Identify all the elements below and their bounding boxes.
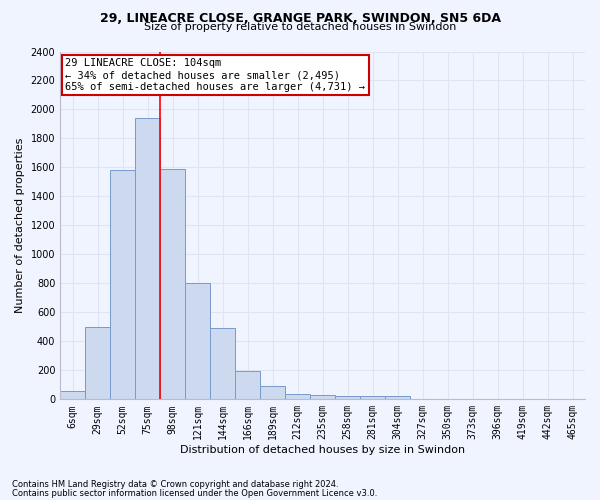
Bar: [110, 170, 135, 400]
X-axis label: Distribution of detached houses by size in Swindon: Distribution of detached houses by size …: [180, 445, 465, 455]
Bar: [235, 371, 260, 400]
Text: Contains HM Land Registry data © Crown copyright and database right 2024.: Contains HM Land Registry data © Crown c…: [12, 480, 338, 489]
Bar: [135, 118, 160, 400]
Text: 29 LINEACRE CLOSE: 104sqm
← 34% of detached houses are smaller (2,495)
65% of se: 29 LINEACRE CLOSE: 104sqm ← 34% of detac…: [65, 58, 365, 92]
Bar: [385, 396, 410, 400]
Bar: [285, 394, 310, 400]
Bar: [310, 395, 335, 400]
Text: Contains public sector information licensed under the Open Government Licence v3: Contains public sector information licen…: [12, 488, 377, 498]
Bar: [360, 396, 385, 400]
Bar: [335, 396, 360, 400]
Text: 29, LINEACRE CLOSE, GRANGE PARK, SWINDON, SN5 6DA: 29, LINEACRE CLOSE, GRANGE PARK, SWINDON…: [100, 12, 500, 26]
Bar: [210, 328, 235, 400]
Bar: [185, 284, 210, 400]
Y-axis label: Number of detached properties: Number of detached properties: [15, 138, 25, 313]
Bar: [60, 392, 85, 400]
Bar: [160, 169, 185, 400]
Bar: [260, 386, 285, 400]
Bar: [85, 327, 110, 400]
Text: Size of property relative to detached houses in Swindon: Size of property relative to detached ho…: [144, 22, 456, 32]
